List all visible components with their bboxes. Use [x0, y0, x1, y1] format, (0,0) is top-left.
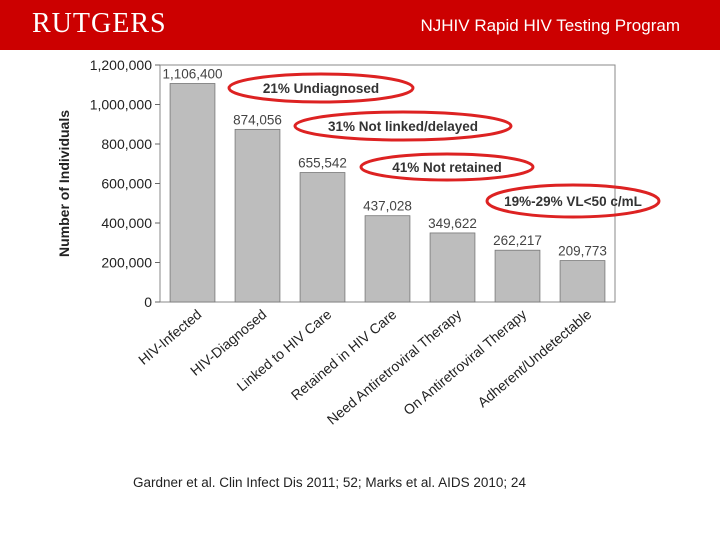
- bar: [234, 128, 281, 303]
- category-label: Need Antiretroviral Therapy: [324, 306, 465, 428]
- bar: [494, 249, 541, 303]
- annotation-outline: [227, 72, 415, 104]
- bar: [169, 83, 216, 303]
- y-tick-label: 800,000: [101, 136, 152, 152]
- y-axis-label: Number of Individuals: [56, 110, 72, 257]
- bar: [364, 215, 411, 303]
- citation: Gardner et al. Clin Infect Dis 2011; 52;…: [133, 475, 526, 490]
- bar-chart: 0 200,000 400,000 600,000 800,000 1,000,000 1,…: [56, 57, 661, 428]
- annotation-outline: [293, 110, 513, 142]
- annotation-outline: [485, 183, 661, 219]
- bar-data-label: 437,028: [363, 199, 412, 214]
- y-tick-label: 200,000: [101, 255, 152, 271]
- slide-title: NJHIV Rapid HIV Testing Program: [420, 16, 680, 35]
- category-label: Adherent/Undetectable: [474, 306, 594, 410]
- header-bar: RUTGERS NJHIV Rapid HIV Testing Program: [0, 0, 720, 50]
- annotation-text: 21% Undiagnosed: [263, 81, 379, 96]
- y-tick-label: 0: [144, 294, 152, 310]
- annotation-text: 41% Not retained: [392, 160, 502, 175]
- bar-data-label: 349,622: [428, 216, 477, 231]
- y-tick-label: 600,000: [101, 176, 152, 192]
- bar-data-label: 1,106,400: [162, 66, 222, 81]
- y-tick-label: 400,000: [101, 215, 152, 231]
- annotation-text: 31% Not linked/delayed: [328, 119, 478, 134]
- annotation-outline: [359, 152, 535, 182]
- category-label: HIV-Infected: [135, 306, 204, 368]
- bar: [429, 232, 476, 303]
- bar: [299, 172, 346, 303]
- bar-data-label: 874,056: [233, 112, 282, 127]
- annotation-text: 19%-29% VL<50 c/mL: [504, 194, 642, 209]
- bar-data-label: 209,773: [558, 244, 607, 259]
- rutgers-logo: RUTGERS: [32, 8, 167, 39]
- y-tick-label: 1,200,000: [90, 57, 152, 73]
- bar: [559, 260, 606, 303]
- y-tick-label: 1,000,000: [90, 97, 152, 113]
- bar-data-label: 655,542: [298, 156, 347, 171]
- category-label: Retained in HIV Care: [288, 306, 400, 403]
- category-label: On Antiretroviral Therapy: [400, 306, 529, 418]
- bar-data-label: 262,217: [493, 233, 542, 248]
